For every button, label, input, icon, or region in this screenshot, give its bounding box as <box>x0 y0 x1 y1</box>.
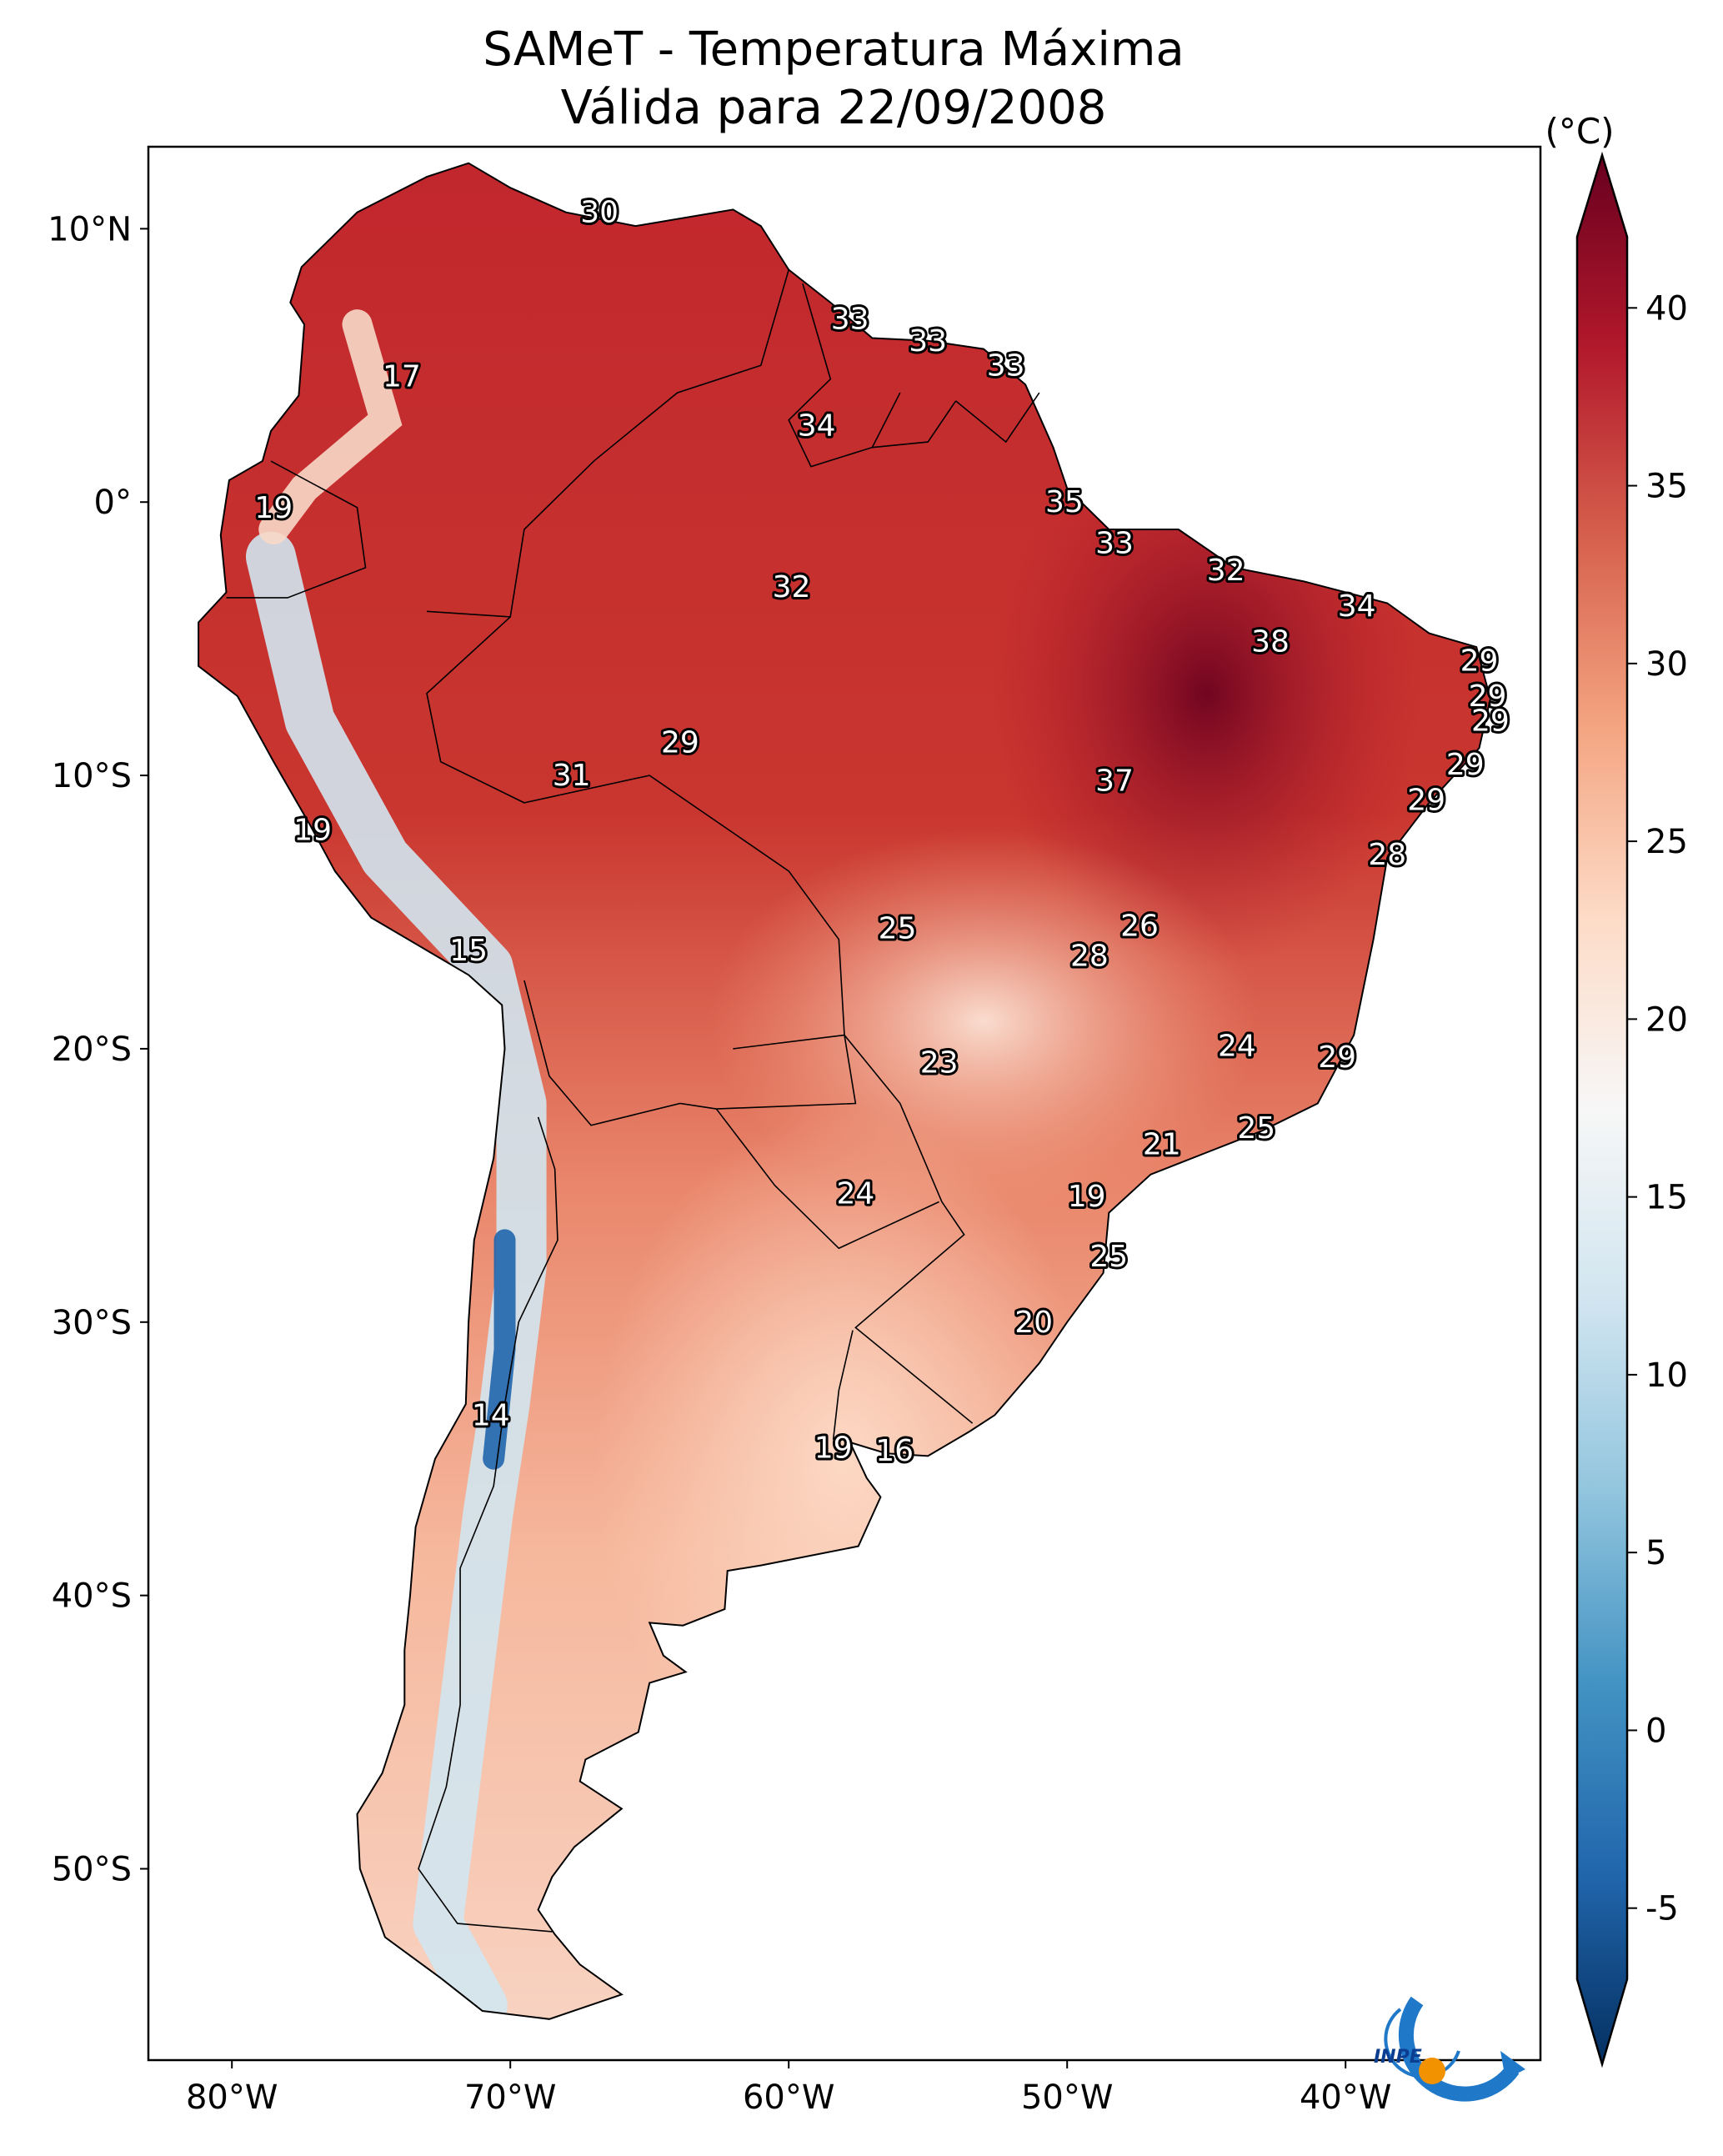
colorbar-tick-label: 15 <box>1645 1179 1688 1217</box>
station-value-label: 30 <box>580 196 619 230</box>
station-value-label: 29 <box>1469 679 1507 714</box>
colorbar-ticks: 40 35 30 25 20 15 10 5 0 -5 <box>1627 289 1688 1928</box>
andes-cold-core <box>483 1229 516 1470</box>
colorbar-scale <box>1575 151 1629 2068</box>
station-value-label: 23 <box>920 1045 959 1080</box>
station-value-label: 25 <box>1089 1240 1128 1274</box>
station-value-label: 19 <box>1068 1180 1106 1214</box>
logo-dot-icon <box>1419 2058 1445 2084</box>
lat-tick-label: 10°S <box>52 757 132 795</box>
colorbar-tick-label: 20 <box>1645 1000 1688 1039</box>
border-line <box>955 392 1040 444</box>
lon-tick-label: 60°W <box>743 2078 834 2117</box>
lat-tick-label: 0° <box>94 484 132 522</box>
northern-andes-band <box>258 309 403 544</box>
border-line <box>788 283 957 468</box>
station-value-label: 17 <box>383 359 421 394</box>
station-value-label: 28 <box>1070 940 1109 974</box>
logo-text: INPE <box>1374 2047 1422 2068</box>
colorbar: (°C) 40 35 30 25 20 15 10 5 0 -5 <box>1545 111 1688 2068</box>
station-value-label: 19 <box>814 1431 853 1466</box>
colorbar-tick-label: 40 <box>1645 289 1688 328</box>
lon-tick-label: 80°W <box>186 2078 278 2117</box>
station-value-label: 24 <box>1218 1030 1256 1064</box>
station-value-label: 29 <box>1407 784 1445 818</box>
station-value-label: 19 <box>293 814 332 848</box>
station-value-label: 21 <box>1143 1128 1181 1162</box>
station-value-label: 25 <box>879 912 917 946</box>
station-value-label: 24 <box>836 1177 874 1211</box>
station-value-label: 29 <box>661 726 699 760</box>
map-subtitle-date: Válida para 22/09/2008 <box>561 81 1107 135</box>
map-title: SAMeT - Temperatura Máxima <box>483 23 1185 77</box>
station-value-label: 35 <box>1045 485 1084 519</box>
station-value-label: 32 <box>1207 554 1245 588</box>
logo-inner-arc-icon <box>1384 2008 1460 2078</box>
station-value-label: 32 <box>773 570 811 604</box>
lat-tick-label: 30°S <box>52 1304 132 1342</box>
logo-arrow-icon <box>1500 2051 1525 2079</box>
station-value-label: 33 <box>1095 526 1134 560</box>
lon-tick-label: 70°W <box>464 2078 556 2117</box>
border-line <box>871 392 901 449</box>
border-line <box>426 616 974 1424</box>
station-value-label: 28 <box>1368 838 1406 872</box>
lat-tick-label: 40°S <box>52 1577 132 1616</box>
lat-tick-label: 50°S <box>52 1851 132 1889</box>
station-value-label: 29 <box>1318 1040 1356 1075</box>
colorbar-tick-label: 35 <box>1645 468 1688 506</box>
colorbar-tick-label: 5 <box>1645 1534 1666 1572</box>
map-frame <box>147 145 1542 2062</box>
lat-tick-label: 20°S <box>52 1030 132 1069</box>
station-value-label: 29 <box>1460 644 1499 678</box>
station-value-label: 14 <box>472 1398 510 1432</box>
lon-tick-label: 40°W <box>1300 2078 1391 2117</box>
station-value-label: 19 <box>254 491 293 525</box>
coastline <box>198 162 1491 2020</box>
lat-tick-label: 10°N <box>48 210 132 248</box>
border-line <box>226 460 367 599</box>
country-borders <box>226 269 1040 1933</box>
station-value-label: 16 <box>875 1434 914 1468</box>
colorbar-tick-label: 25 <box>1645 823 1688 861</box>
lon-tick-label: 50°W <box>1021 2078 1113 2117</box>
border-line <box>418 1116 558 1933</box>
station-value-label: 31 <box>553 759 591 793</box>
station-value-label: 38 <box>1251 624 1290 659</box>
colorbar-tick-label: -5 <box>1645 1890 1679 1928</box>
station-value-label: 20 <box>1014 1306 1053 1340</box>
colorbar-tick-label: 10 <box>1645 1356 1688 1395</box>
station-value-label: 25 <box>1237 1111 1275 1146</box>
latitude-axis: 10°N 0° 10°S 20°S 30°S 40°S 50°S <box>48 210 148 1889</box>
station-value-label: 34 <box>1338 589 1376 624</box>
station-value-label: 29 <box>1471 704 1510 739</box>
station-value-label: 29 <box>1446 748 1485 782</box>
inpe-logo: INPE <box>1374 1996 1525 2102</box>
colorbar-tick-label: 0 <box>1645 1712 1666 1750</box>
colorbar-tick-label: 30 <box>1645 645 1688 684</box>
border-line <box>832 1330 854 1440</box>
colorbar-unit: (°C) <box>1545 111 1614 152</box>
border-line <box>715 1108 939 1250</box>
station-value-label: 34 <box>798 409 836 443</box>
station-value-label: 33 <box>909 324 947 358</box>
station-value-label: 37 <box>1095 765 1134 799</box>
station-value-label: 15 <box>449 934 488 968</box>
longitude-axis: 80°W 70°W 60°W 50°W 40°W <box>186 2060 1391 2117</box>
station-value-label: 33 <box>831 303 869 337</box>
border-line <box>523 980 857 1126</box>
station-value-label: 26 <box>1120 909 1159 943</box>
station-value-label: 33 <box>987 348 1025 383</box>
